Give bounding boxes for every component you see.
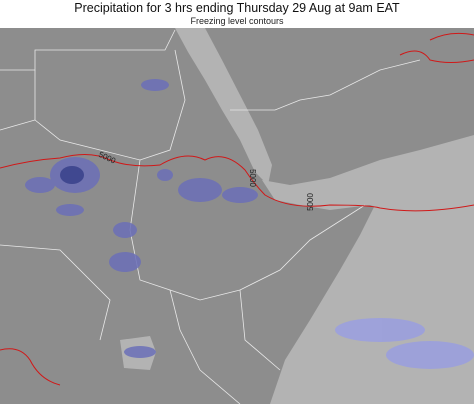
title: Precipitation for 3 hrs ending Thursday …	[74, 1, 400, 15]
map-area: 5000 5000 5000	[0, 28, 474, 404]
header-bg	[0, 0, 474, 28]
contour-label: 5000	[306, 193, 315, 211]
red-sea	[175, 28, 272, 185]
precipitation	[25, 79, 474, 369]
subtitle: Freezing level contours	[190, 16, 284, 26]
precip-heavy	[60, 166, 84, 184]
borders	[0, 29, 421, 404]
contour-label: 5000	[248, 169, 257, 187]
gulf-of-aden	[262, 135, 474, 215]
contours	[0, 32, 474, 386]
